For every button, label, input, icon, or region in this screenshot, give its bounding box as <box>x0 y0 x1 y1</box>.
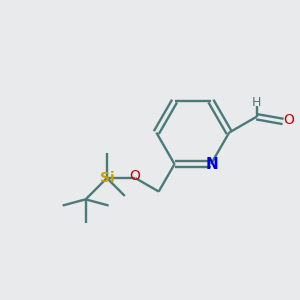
Text: O: O <box>283 113 294 127</box>
Text: H: H <box>252 96 261 109</box>
Text: O: O <box>129 169 140 184</box>
Text: N: N <box>205 157 218 172</box>
Text: Si: Si <box>100 171 114 185</box>
